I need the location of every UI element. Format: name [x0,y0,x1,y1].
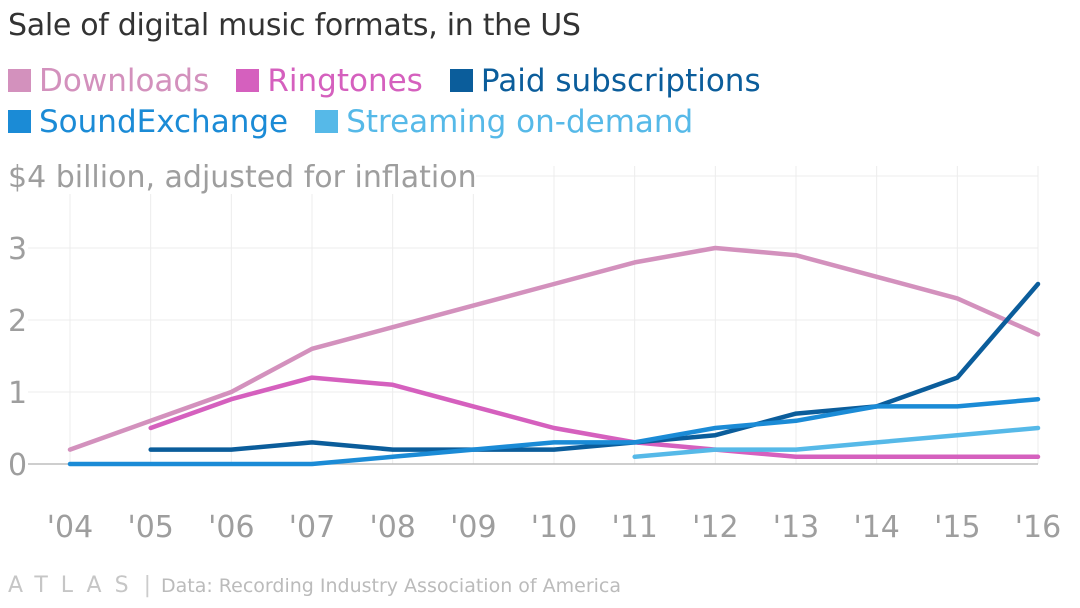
x-tick-label: '11 [611,510,657,545]
x-tick-label: '12 [692,510,738,545]
x-tick-label: '04 [47,510,93,545]
legend-label: Streaming on-demand [346,103,694,140]
footer: ATLAS| Data: Recording Industry Associati… [8,573,621,598]
y-axis-label-bg [4,154,476,194]
legend-swatch [315,110,339,133]
y-tick-label: 0 [8,448,27,483]
legend: Downloads Ringtones Paid subscriptions S… [8,60,1068,142]
y-tick-label: 1 [8,376,27,411]
legend-item-ringtones: Ringtones [236,60,423,101]
legend-swatch [449,69,473,92]
legend-swatch [236,69,260,92]
legend-label: Paid subscriptions [480,62,761,99]
x-tick-label: '05 [127,510,173,545]
series-line-soundexchange [67,396,1041,467]
legend-label: SoundExchange [39,103,289,140]
legend-label: Ringtones [267,62,423,99]
x-tick-label: '06 [208,510,254,545]
series-line-streaming-on-demand [632,425,1041,460]
legend-swatch [8,110,31,133]
x-tick-label: '09 [450,510,496,545]
atlas-logo: ATLAS [8,573,142,598]
x-tick-label: '07 [289,510,335,545]
y-tick-label-bg [4,447,28,481]
y-tick-label: 2 [8,304,27,339]
legend-item-streaming-on-demand: Streaming on-demand [315,101,693,142]
legend-item-downloads: Downloads [8,60,209,101]
y-tick-label-bg [4,303,28,337]
series-line-ringtones [148,375,1041,460]
x-tick-label: '14 [853,510,899,545]
series-line-paid-subscriptions [148,281,1041,452]
legend-label: Downloads [39,62,210,99]
legend-swatch [8,69,31,92]
x-tick-label: '16 [1015,510,1061,545]
line-chart: 0 1 2 3 $4 billion, adjusted for inflation '0… [4,154,1062,545]
legend-item-soundexchange: SoundExchange [8,101,288,142]
footer-separator: | [143,573,151,598]
y-axis-label: $4 billion, adjusted for inflation [8,160,477,195]
y-tick-label-bg [4,375,28,409]
x-tick-label: '10 [531,510,577,545]
y-tick-label: 3 [8,232,27,267]
x-tick-label: '13 [773,510,819,545]
chart-title: Sale of digital music formats, in the US [8,8,581,43]
legend-item-paid-subscriptions: Paid subscriptions [449,60,761,101]
x-tick-label: '15 [934,510,980,545]
y-tick-label-bg [4,231,28,265]
x-tick-label: '08 [369,510,415,545]
series-line-downloads [67,245,1041,452]
source-note: Data: Recording Industry Association of … [160,575,622,597]
